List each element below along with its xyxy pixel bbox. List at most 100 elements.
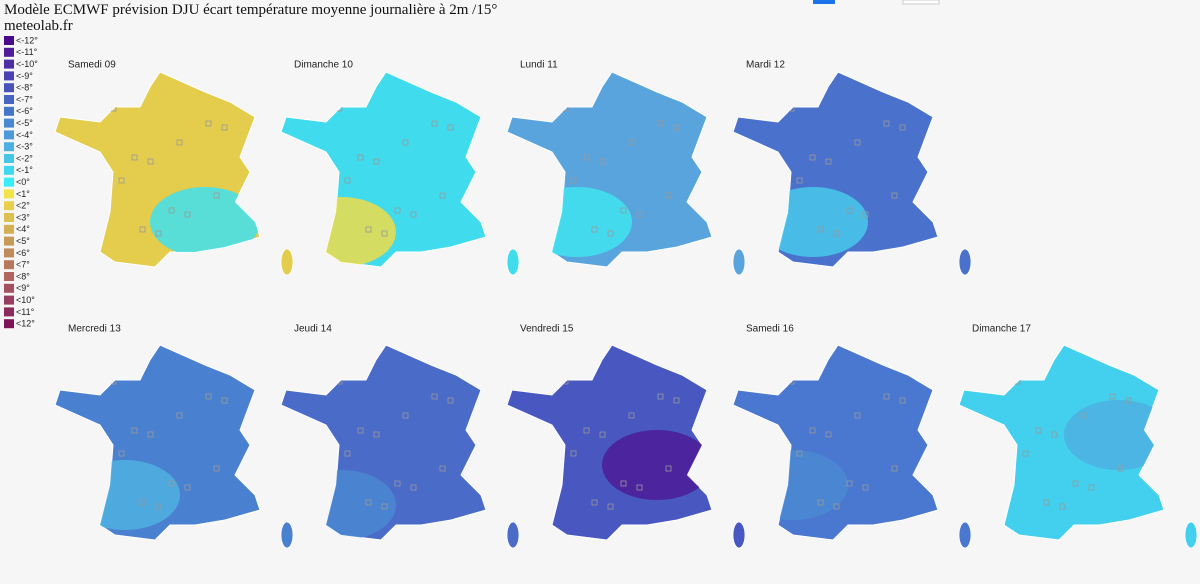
legend-label: <-7°: [16, 94, 33, 104]
france-map: [958, 344, 1198, 549]
legend-swatch: [4, 83, 14, 93]
legend-swatch: [4, 260, 14, 270]
station-marker: [862, 484, 869, 491]
legend-label: <6°: [16, 248, 30, 258]
map-region: [150, 187, 260, 257]
legend-swatch: [4, 224, 14, 234]
station-marker: [628, 412, 635, 419]
map-day-label: Mercredi 13: [68, 324, 121, 335]
station-marker: [155, 503, 162, 510]
station-marker: [899, 124, 906, 131]
station-marker: [447, 124, 454, 131]
legend-swatch: [4, 189, 14, 199]
station-marker: [373, 431, 380, 438]
station-marker: [883, 393, 890, 400]
map-region: [70, 460, 180, 530]
station-marker: [854, 412, 861, 419]
corsica: [1184, 521, 1198, 549]
station-marker: [431, 393, 438, 400]
legend-swatch: [4, 201, 14, 211]
station-marker: [1022, 450, 1029, 457]
station-marker: [213, 465, 220, 472]
legend-label: <-4°: [16, 130, 33, 140]
station-marker: [554, 173, 561, 180]
legend-label: <4°: [16, 224, 30, 234]
legend-swatch: [4, 95, 14, 104]
france-map: [732, 71, 972, 276]
station-marker: [673, 397, 680, 404]
france-map: [280, 71, 520, 276]
map-region: [758, 187, 868, 257]
france-map: [506, 71, 746, 276]
station-marker: [891, 465, 898, 472]
toolbar-button[interactable]: [813, 0, 835, 4]
station-marker: [780, 173, 787, 180]
station-marker: [899, 397, 906, 404]
corsica: [732, 248, 746, 276]
corsica: [506, 248, 520, 276]
station-marker: [131, 427, 138, 434]
station-marker: [439, 192, 446, 199]
legend-swatch: [4, 59, 14, 69]
station-marker: [1035, 427, 1042, 434]
station-marker: [657, 120, 664, 127]
station-marker: [139, 499, 146, 506]
station-marker: [357, 154, 364, 161]
maps: Samedi 09 Dimanche 10 Lundi 11 Mardi 12 Merc…: [54, 60, 1198, 549]
map-region: [286, 197, 396, 267]
legend-swatch: [4, 236, 14, 246]
map-day-label: Dimanche 17: [972, 324, 1031, 335]
station-marker: [825, 158, 832, 165]
legend-label: <-1°: [16, 165, 33, 175]
station-marker: [328, 173, 335, 180]
station-marker: [772, 374, 779, 381]
station-marker: [1059, 503, 1066, 510]
corsica: [958, 521, 972, 549]
legend-swatch: [4, 213, 14, 222]
station-marker: [546, 101, 553, 108]
legend-label: <-2°: [16, 153, 33, 163]
legend-label: <-5°: [16, 118, 33, 128]
station-marker: [891, 192, 898, 199]
station-marker: [328, 446, 335, 453]
legend-label: <-6°: [16, 106, 33, 116]
station-marker: [344, 177, 351, 184]
map-day-label: Dimanche 10: [294, 60, 353, 71]
legend-label: <-11°: [16, 47, 38, 57]
station-marker: [833, 230, 840, 237]
map-region: [732, 344, 939, 541]
station-marker: [817, 499, 824, 506]
legend-swatch: [4, 71, 14, 81]
map-day-label: Jeudi 14: [294, 324, 332, 335]
station-marker: [599, 431, 606, 438]
station-marker: [205, 393, 212, 400]
legend-swatch: [4, 319, 14, 329]
legend: <-12° <-11° <-10° <-9° <-8°<-7° <-6° <-5° <-4° <…: [4, 35, 38, 329]
station-marker: [168, 207, 175, 214]
map-region: [522, 187, 632, 257]
france-map: [506, 344, 746, 549]
map-day-label: Lundi 11: [520, 60, 558, 71]
station-marker: [394, 480, 401, 487]
station-marker: [833, 503, 840, 510]
page-title: Modèle ECMWF prévision DJU écart tempéra…: [4, 2, 498, 18]
station-marker: [620, 207, 627, 214]
corsica: [280, 248, 294, 276]
station-marker: [357, 427, 364, 434]
station-marker: [846, 207, 853, 214]
station-marker: [131, 154, 138, 161]
legend-label: <-8°: [16, 83, 33, 93]
france-map: [280, 344, 520, 549]
station-marker: [591, 499, 598, 506]
station-marker: [570, 450, 577, 457]
legend-label: <7°: [16, 260, 30, 270]
station-marker: [817, 226, 824, 233]
corsica: [958, 248, 972, 276]
station-marker: [402, 412, 409, 419]
station-marker: [554, 446, 561, 453]
france-map: [732, 344, 972, 549]
station-marker: [205, 120, 212, 127]
toolbar-button[interactable]: [902, 0, 940, 5]
station-marker: [381, 503, 388, 510]
station-marker: [1088, 484, 1095, 491]
